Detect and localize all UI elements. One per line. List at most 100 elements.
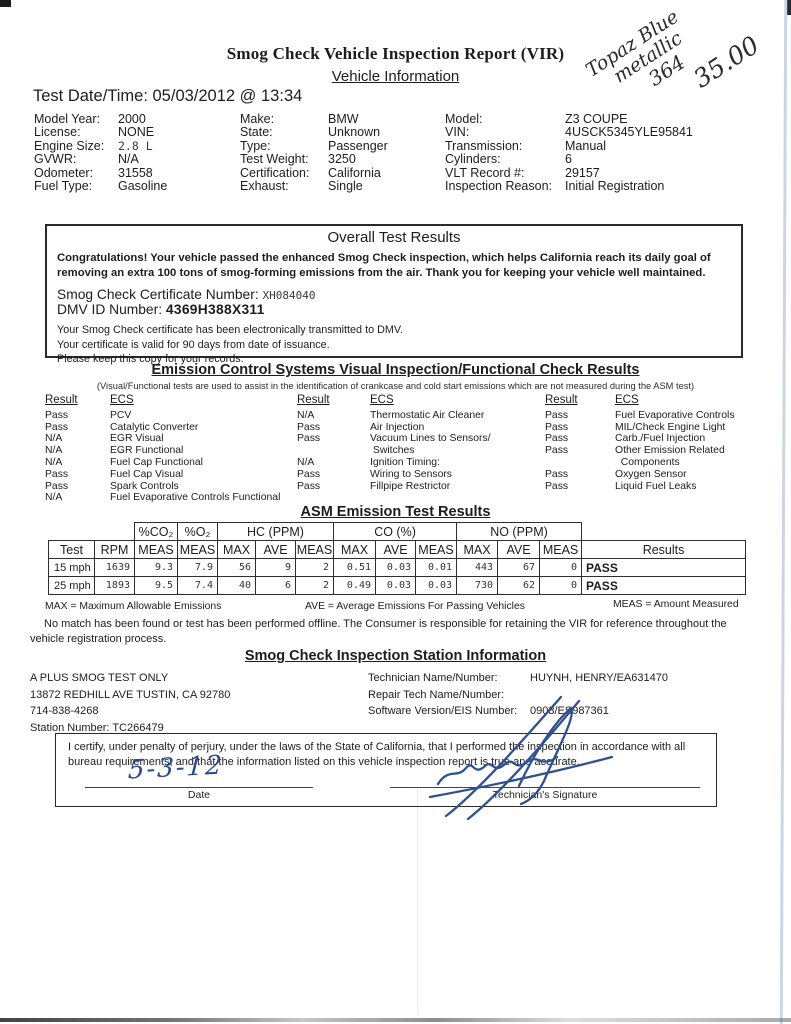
spacer-cell [49,523,135,541]
ecs-result: Pass [297,433,321,445]
ecs-result: Pass [45,409,69,421]
field-value: 2.8 L [118,138,153,153]
field-value: Z3 COUPE [565,112,628,126]
station-name: A PLUS SMOG TEST ONLY [30,672,169,684]
vehicle-info-column-3: Model: Z3 COUPE VIN: 4USCK5345YLE95841 Tra… [445,112,693,193]
field-label: Make: [240,112,275,126]
ecs-column-1: Result ECS Pass PCV Pass Catalytic Converte… [45,394,310,504]
co-max: 0.51 [333,558,377,577]
ave-header: AVE [375,540,417,559]
test-speed: 25 mph [48,576,95,595]
ecs-item: Carb./Fuel Injection [615,433,706,445]
ecs-result: Pass [545,409,569,421]
meas-header: MEAS [539,540,583,559]
co-ave: 0.03 [375,576,417,595]
ecs-item: Thermostatic Air Cleaner [370,409,485,421]
technician-signature-line: Technician's Signature [390,787,700,801]
legend-meas: MEAS = Amount Measured [613,599,739,610]
hc-meas: 2 [294,576,335,595]
ecs-item: EGR Functional [110,445,184,457]
no-ave: 62 [497,576,541,595]
ecs-column-2: Result ECS N/A Thermostatic Air Cleaner Pa… [297,394,550,492]
note-line: Your certificate is valid for 90 days fr… [57,338,330,351]
co-meas: 0.01 [415,558,458,577]
repair-tech-value [530,687,668,704]
field-label: Odometer: [34,165,94,180]
ecs-item: Other Emission Related Components [615,445,725,468]
field-value: N/A [118,152,139,167]
field-label: Transmission: [445,138,523,153]
software-version-value: 0903/ES987361 [530,705,609,717]
vehicle-info-column-1: Model Year: 2000 License: NONE Engine Size… [34,112,167,193]
field-label: VIN: [445,125,470,140]
vehicle-information-heading: Vehicle Information [331,68,460,85]
field-label: Cylinders: [445,152,501,167]
co-span-header: CO (%) [333,522,458,541]
field-label: Certification: [240,165,310,180]
note-line: Your Smog Check certificate has been ele… [57,324,404,337]
o2-span-header: %O₂ [177,522,218,541]
ecs-item: Catalytic Converter [110,421,199,433]
handwritten-date: 5-3-12 [127,750,225,786]
ecs-result: Pass [545,445,569,457]
meas-header: MEAS [177,540,218,559]
field-value: 4USCK5345YLE95841 [565,125,693,140]
technician-value: HUYNH, HENRY/EA631470 [530,672,668,684]
field-value: Single [328,178,363,193]
result-value: PASS [581,576,747,595]
meas-header: MEAS [415,540,458,559]
field-label: Fuel Type: [34,178,93,193]
field-label: GVWR: [34,152,77,167]
field-value: Manual [565,138,606,153]
no-ave: 67 [497,558,541,577]
meas-header: MEAS [294,540,335,559]
max-header: MAX [333,540,377,559]
document-title: Smog Check Vehicle Inspection Report (VI… [226,44,565,63]
asm-results-table: %CO₂ %O₂ HC (PPM) CO (%) NO (PPM) Test R… [48,522,747,595]
dmv-id-label: DMV ID Number: [57,302,163,318]
ecs-result-header: Result [45,394,78,406]
ave-header: AVE [497,540,541,559]
ecs-result: Pass [297,421,321,433]
co2-meas: 9.3 [134,558,178,577]
dmv-id-line: DMV ID Number: 4369H388X311 [57,302,731,317]
field-label: Engine Size: [34,138,105,153]
no-meas: 0 [539,558,583,577]
hc-max: 56 [217,558,256,577]
field-label: Test Weight: [240,152,309,167]
field-value: 2000 [118,112,146,126]
field-value: Unknown [328,125,381,140]
date-signature-line: Date [85,787,313,801]
hc-ave: 9 [255,558,296,577]
field-value: NONE [118,125,155,140]
ecs-item: Fuel Cap Visual [110,468,184,480]
ecs-result-header: Result [545,394,578,406]
rpm-value: 1893 [94,576,135,595]
field-label: Model: [445,112,483,126]
no-max: 730 [456,576,499,595]
no-span-header: NO (PPM) [456,522,583,541]
ecs-result: Pass [297,480,321,492]
ecs-item: Fillpipe Restrictor [370,480,451,492]
note-line: Please keep this copy for your records. [57,353,244,366]
ecs-result: N/A [45,433,63,445]
certificate-number-line: Smog Check Certificate Number: XH084040 [57,287,731,302]
ecs-result: Pass [545,468,569,480]
field-label: Exhaust: [240,178,289,193]
ecs-result: N/A [45,445,63,457]
technician-label: Technician Name/Number: [368,672,498,684]
meas-header: MEAS [134,540,178,559]
test-speed: 15 mph [48,558,95,577]
ecs-section-subnote: (Visual/Functional tests are used to ass… [96,381,695,391]
field-label: Model Year: [34,112,101,126]
field-value: Passenger [328,138,388,153]
ecs-name-header: ECS [615,394,639,406]
ecs-item: EGR Visual [110,433,164,445]
field-value: 29157 [565,165,600,180]
station-number: Station Number: TC266479 [30,721,164,734]
congratulations-text: Congratulations! Your vehicle passed the… [57,252,711,280]
test-datetime: Test Date/Time: 05/03/2012 @ 13:34 [33,87,303,105]
table-column-header-row: Test RPM MEAS MEAS MAX AVE MEAS MAX AVE … [48,540,747,559]
legend-max: MAX = Maximum Allowable Emissions [45,601,222,612]
